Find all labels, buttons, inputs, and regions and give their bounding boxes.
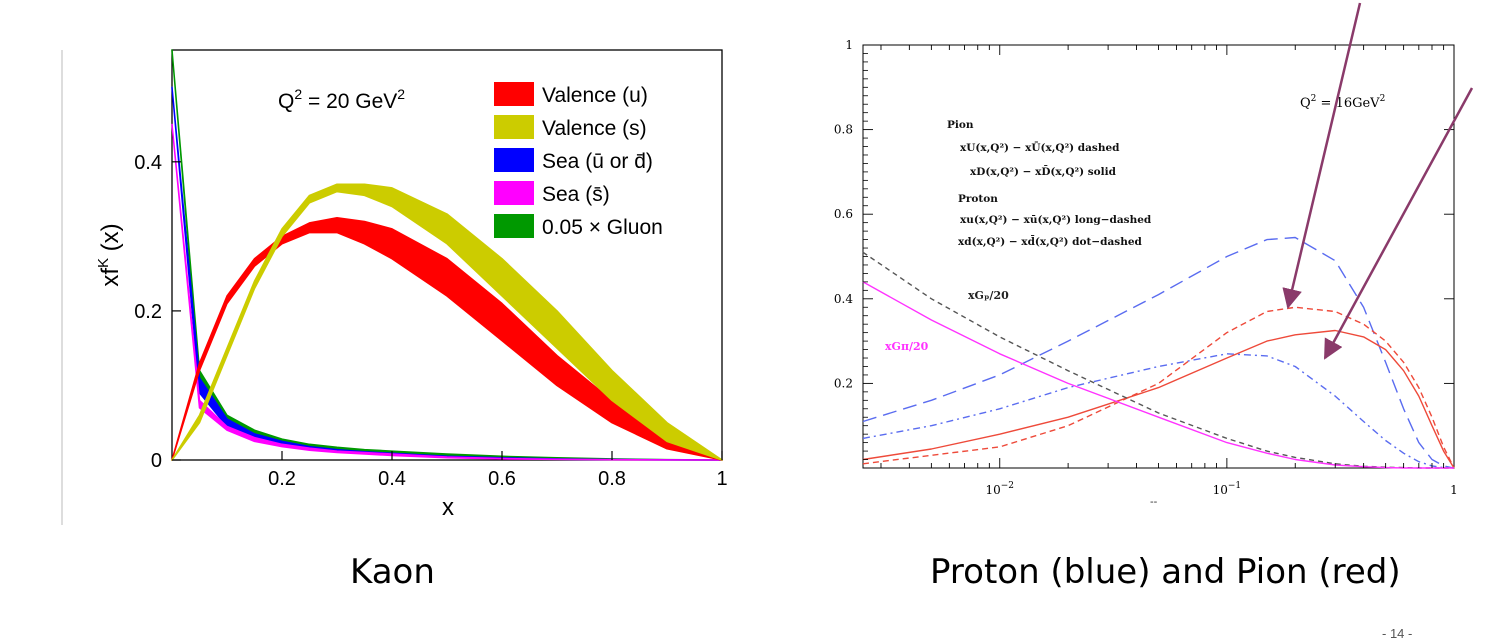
kaon-x-tick-label: 0.6 [488, 468, 516, 490]
pp-legend-line: xd(x,Q²) − xd̄(x,Q²) dot−dashed [958, 234, 1143, 248]
pp-legend-line: xu(x,Q²) − xū(x,Q²) long−dashed [960, 214, 1152, 226]
kaon-legend-swatch [494, 214, 534, 238]
pp-x-tick-base: 10 [1213, 483, 1228, 497]
kaon-legend-swatch [494, 82, 534, 106]
pp-y-tick-label: 1 [845, 38, 853, 52]
kaon-legend: Valence (u) Valence (s) Sea (ū or d̄) Sea … [494, 82, 663, 239]
arrow-to-pion-dashed [1282, 2, 1362, 309]
pp-x-tick-base: 10 [985, 483, 1000, 497]
kaon-caption: Kaon [350, 552, 435, 592]
kaon-bands [171, 49, 723, 461]
kaon-chart-title: Q2 = 20 GeV2 [278, 86, 405, 113]
pp-x-tick-label: 10−1 [1213, 481, 1242, 497]
kaon-legend-label: Valence (u) [542, 84, 648, 107]
kaon-legend-label: Sea (s̄) [542, 183, 610, 206]
pp-legend-line: xD(x,Q²) − xD̄(x,Q²) solid [970, 164, 1117, 178]
xgp-annotation: xGₚ/20 [968, 289, 1009, 302]
pp-curve-4 [862, 251, 1454, 469]
xgpi-annotation: xGπ/20 [885, 340, 929, 353]
page-number: - 14 - [1382, 626, 1413, 641]
pp-x-tick-exp: −2 [1001, 481, 1014, 491]
pp-curve-3 [862, 329, 1455, 469]
pp-x-tick-base: 1 [1450, 483, 1458, 497]
arrow-to-pion-solid [1323, 87, 1474, 360]
proton-pion-caption: Proton (blue) and Pion (red) [930, 552, 1401, 592]
pp-x-tick-label: 10−2 [985, 481, 1014, 497]
kaon-x-tick-label: 0.2 [268, 468, 296, 490]
pp-chart-title: Q2 = 16GeV2 [1300, 94, 1385, 111]
proton-pion-chart: 10−2 10−1 10.20.40.60.81 Q2 = 16GeV2 Pionx… [834, 2, 1474, 508]
pp-legend-line: xU(x,Q²) − xŪ(x,Q²) dashed [960, 140, 1120, 154]
kaon-axes: 0.2 0.4 0.6 0.8 1 0 0.2 0.4 [134, 152, 727, 490]
kaon-x-tick-label: 0.8 [598, 468, 626, 490]
kaon-x-tick-label: 1 [716, 468, 727, 490]
pp-x-axis-label: -- [1150, 496, 1158, 508]
kaon-band-0 [171, 216, 723, 461]
kaon-y-tick-label: 0.2 [134, 301, 162, 323]
kaon-chart: 0.2 0.4 0.6 0.8 1 0 0.2 0.4 Q2 = 20 GeV2 x xfK … [61, 49, 728, 525]
pp-legend-line: Pion [947, 119, 974, 131]
kaon-legend-label: 0.05 × Gluon [542, 216, 663, 239]
pp-y-tick-label: 0.6 [834, 207, 853, 221]
kaon-x-axis-label: x [442, 494, 454, 521]
pp-axes: 10−2 10−1 10.20.40.60.81 [834, 38, 1458, 497]
kaon-legend-swatch [494, 181, 534, 205]
pp-curve-2 [862, 306, 1455, 469]
pp-x-tick-label: 1 [1450, 483, 1458, 497]
pp-legend: Pion xU(x,Q²) − xŪ(x,Q²) dashed xD(x,Q²) … [947, 119, 1152, 248]
pp-y-tick-label: 0.2 [834, 376, 853, 390]
pp-y-tick-label: 0.8 [834, 123, 853, 137]
kaon-legend-swatch [494, 115, 534, 139]
pp-legend-line: Proton [958, 193, 998, 205]
kaon-plot-frame [171, 49, 723, 461]
kaon-x-tick-label: 0.4 [378, 468, 406, 490]
kaon-legend-label: Sea (ū or d̄) [542, 150, 653, 173]
kaon-y-tick-label: 0.4 [134, 152, 162, 174]
kaon-y-axis-label: xfK (x) [95, 223, 124, 286]
kaon-legend-swatch [494, 148, 534, 172]
pp-y-tick-label: 0.4 [834, 292, 853, 306]
pp-curves [862, 236, 1455, 469]
pp-curve-1 [862, 353, 1455, 469]
pp-x-tick-exp: −1 [1228, 481, 1241, 491]
kaon-y-tick-label: 0 [151, 450, 162, 472]
pp-curve-0 [862, 236, 1455, 469]
kaon-legend-label: Valence (s) [542, 117, 647, 140]
pp-curve-5 [862, 281, 1454, 469]
